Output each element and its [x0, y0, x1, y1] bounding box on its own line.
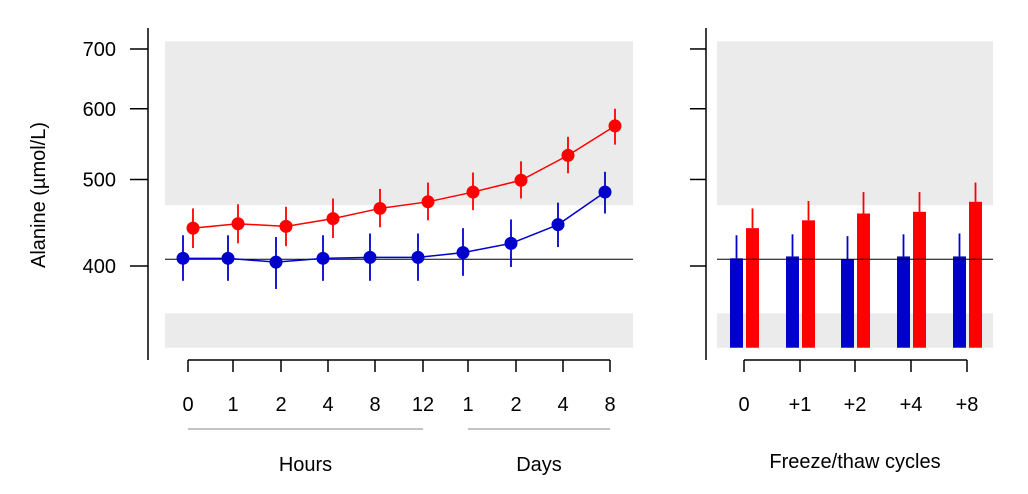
data-point-red — [466, 185, 480, 199]
data-point-blue — [363, 250, 377, 264]
bar-red — [969, 201, 982, 348]
bar-blue — [730, 258, 743, 348]
x-tick-label: 8 — [369, 394, 380, 416]
x-tick-label: 0 — [182, 394, 193, 416]
y-tick-label: 400 — [83, 256, 116, 278]
x-tick-label: 2 — [275, 394, 286, 416]
data-point-red — [561, 148, 575, 162]
x-tick-label-right: +8 — [956, 394, 979, 416]
data-point-red — [326, 212, 340, 226]
series-line-blue — [183, 191, 606, 263]
x-tick-label-right: +1 — [789, 394, 812, 416]
series-line-red — [192, 125, 616, 229]
group-label: Days — [516, 454, 562, 476]
data-point-blue — [456, 246, 470, 260]
x-tick-label: 12 — [412, 394, 434, 416]
x-tick-label-right: +2 — [844, 394, 867, 416]
x-tick-label: 8 — [604, 394, 615, 416]
y-tick-label: 700 — [83, 39, 116, 61]
x-tick-label: 2 — [510, 394, 521, 416]
y-axis-label: Alanine (µmol/L) — [28, 122, 50, 268]
bar-red — [802, 220, 815, 348]
data-point-blue — [411, 250, 425, 264]
bar-red — [746, 228, 759, 348]
shaded-band — [165, 313, 633, 348]
data-point-blue — [269, 255, 283, 269]
y-tick-label: 500 — [83, 169, 116, 191]
x-axis-label-right: Freeze/thaw cycles — [769, 451, 940, 473]
bar-blue — [786, 256, 799, 348]
data-point-red — [608, 119, 622, 133]
data-point-red — [279, 219, 293, 233]
x-tick-label: 4 — [557, 394, 568, 416]
data-point-blue — [316, 251, 330, 265]
data-point-blue — [551, 218, 565, 232]
data-point-red — [373, 201, 387, 215]
data-point-blue — [176, 251, 190, 265]
shaded-band — [165, 41, 633, 206]
data-point-red — [514, 173, 528, 187]
data-point-red — [421, 195, 435, 209]
shaded-band — [717, 313, 993, 348]
data-point-red — [231, 217, 245, 231]
bar-blue — [953, 256, 966, 348]
data-point-red — [186, 221, 200, 235]
x-tick-label: 1 — [227, 394, 238, 416]
x-tick-label-right: 0 — [738, 394, 749, 416]
x-tick-label: 4 — [322, 394, 333, 416]
bar-red — [913, 211, 926, 348]
bar-blue — [841, 259, 854, 348]
y-tick-label: 600 — [83, 99, 116, 121]
bar-blue — [897, 256, 910, 348]
group-label: Hours — [279, 454, 332, 476]
bar-red — [857, 213, 870, 348]
x-tick-label-right: +4 — [900, 394, 923, 416]
data-point-blue — [598, 185, 612, 199]
data-point-blue — [221, 251, 235, 265]
data-point-blue — [504, 236, 518, 250]
x-tick-label: 1 — [462, 394, 473, 416]
shaded-band — [717, 41, 993, 206]
